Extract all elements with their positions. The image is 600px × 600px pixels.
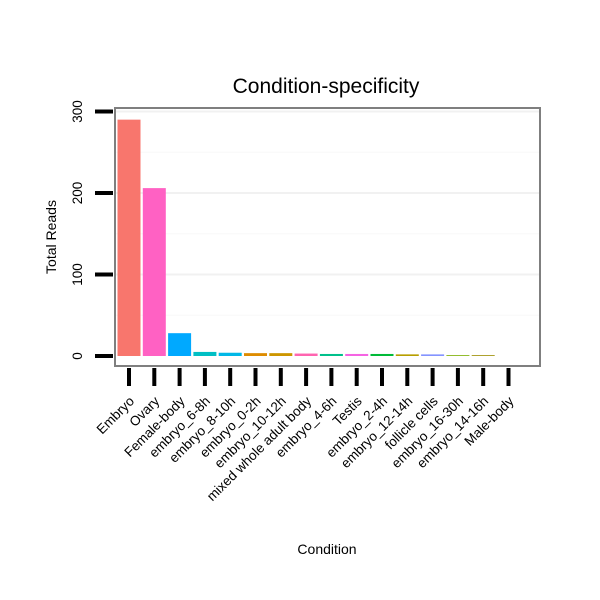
bar-embryo-16-30h [446, 355, 470, 356]
bar-embryo-2-4h [370, 353, 394, 356]
x-axis: EmbryoOvaryFemale-bodyembryo_6-8hembryo_… [94, 368, 517, 504]
bar-ovary [142, 188, 166, 356]
bars [117, 119, 495, 357]
y-tick-label: 0 [70, 352, 85, 360]
bar-embryo-8-10h [218, 352, 242, 356]
bar-mixed-whole-adult-body [294, 353, 318, 356]
bar-female-body [168, 333, 192, 356]
plot-panel [114, 107, 541, 367]
gridlines [116, 110, 539, 316]
y-axis-label: Total Reads [43, 200, 59, 274]
bar-embryo-12-14h [395, 354, 419, 356]
bar-embryo-4-6h [319, 353, 343, 356]
bar-follicle-cells [421, 354, 445, 356]
y-tick-label: 200 [70, 182, 85, 205]
bar-embryo-6-8h [193, 351, 217, 356]
bar-embryo-10-12h [269, 353, 293, 356]
y-tick-label: 100 [70, 263, 85, 286]
y-axis: 0 100 200 300 [70, 100, 113, 360]
y-tick-label: 300 [70, 100, 85, 123]
bar-embryo-0-2h [244, 353, 267, 356]
bar-testis [345, 353, 369, 356]
bar-embryo-14-16h [471, 355, 495, 356]
chart-title: Condition-specificity [233, 75, 420, 98]
bar-embryo [117, 119, 141, 357]
x-axis-label: Condition [297, 541, 356, 557]
